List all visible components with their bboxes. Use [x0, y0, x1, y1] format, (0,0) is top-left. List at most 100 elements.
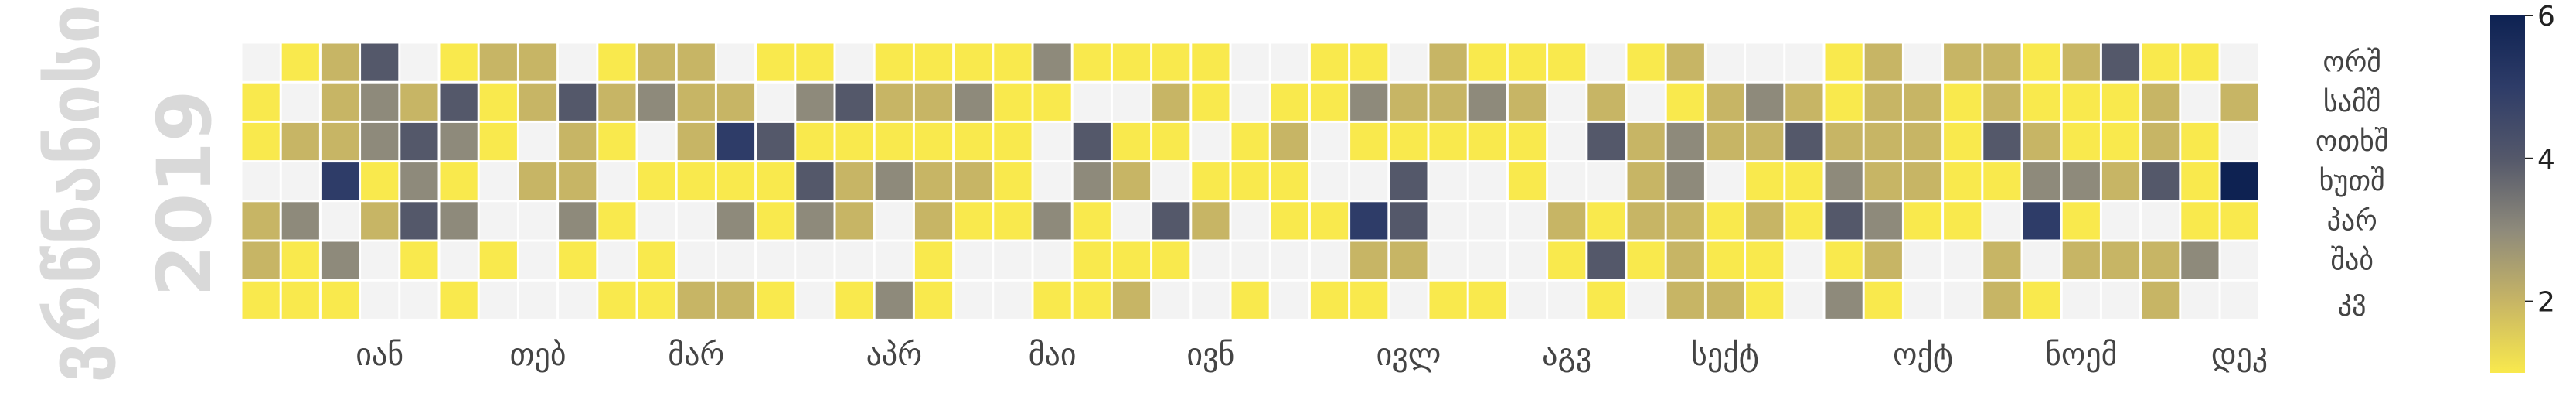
heatmap-cell: [914, 202, 953, 240]
heatmap-cell: [1864, 281, 1902, 319]
heatmap-cell: [559, 241, 597, 279]
heatmap-cell: [835, 122, 873, 161]
heatmap-cell: [2101, 83, 2140, 121]
heatmap-cell: [1231, 162, 1269, 200]
heatmap-cells: [242, 43, 2258, 319]
heatmap-cell: [1112, 162, 1151, 200]
heatmap-cell: [1785, 162, 1823, 200]
heatmap-cell: [1627, 281, 1665, 319]
heatmap-cell: [716, 83, 755, 121]
heatmap-cell: [1073, 83, 1111, 121]
heatmap-cell: [1666, 43, 1704, 81]
heatmap-cell: [2220, 281, 2258, 319]
heatmap-cell: [1231, 83, 1269, 121]
heatmap-cell: [242, 202, 280, 240]
heatmap-cell: [1310, 202, 1349, 240]
heatmap-cell: [2062, 162, 2100, 200]
heatmap-cell: [796, 241, 834, 279]
heatmap-cell: [559, 83, 597, 121]
heatmap-cell: [1390, 122, 1428, 161]
heatmap-cell: [796, 122, 834, 161]
heatmap-cell: [1271, 122, 1308, 161]
heatmap-cell: [519, 202, 557, 240]
weekday-label: სამშ: [2323, 87, 2381, 118]
heatmap-cell: [1587, 43, 1625, 81]
heatmap-cell: [361, 202, 399, 240]
heatmap-cell: [281, 122, 319, 161]
heatmap-cell: [1825, 202, 1863, 240]
heatmap-cell: [638, 281, 675, 319]
heatmap-cell: [1192, 83, 1230, 121]
heatmap-cell: [1548, 162, 1586, 200]
heatmap-cell: [559, 43, 597, 81]
heatmap-cell: [2181, 122, 2219, 161]
heatmap-cell: [716, 202, 755, 240]
heatmap-cell: [2181, 83, 2219, 121]
heatmap-cell: [361, 83, 399, 121]
heatmap-cell: [1152, 281, 1190, 319]
heatmap-cell: [1231, 122, 1269, 161]
heatmap-cell: [1073, 162, 1111, 200]
heatmap-cell: [716, 162, 755, 200]
heatmap-cell: [1706, 122, 1744, 161]
heatmap-cell: [2023, 122, 2060, 161]
heatmap-cell: [281, 281, 319, 319]
heatmap-cell: [1864, 43, 1902, 81]
heatmap-cell: [994, 162, 1032, 200]
heatmap-cell: [757, 202, 795, 240]
heatmap-cell: [1271, 241, 1308, 279]
heatmap-cell: [440, 162, 478, 200]
heatmap-cell: [1271, 83, 1308, 121]
heatmap-cell: [955, 43, 992, 81]
heatmap-cell: [1390, 281, 1428, 319]
heatmap-cell: [1508, 83, 1547, 121]
heatmap-cell: [2181, 281, 2219, 319]
heatmap-cell: [1983, 241, 2021, 279]
heatmap-cell: [479, 43, 517, 81]
heatmap-cell: [1944, 43, 1982, 81]
heatmap-cell: [1468, 241, 1506, 279]
heatmap-cell: [1310, 162, 1349, 200]
heatmap-cell: [1429, 83, 1467, 121]
heatmap-cell: [1429, 122, 1467, 161]
heatmap-cell: [2062, 83, 2100, 121]
heatmap-cell: [559, 281, 597, 319]
heatmap-cell: [677, 83, 715, 121]
heatmap-cell: [1587, 241, 1625, 279]
heatmap-cell: [1746, 122, 1784, 161]
heatmap-cell: [677, 281, 715, 319]
heatmap-cell: [638, 162, 675, 200]
heatmap-cell: [1033, 122, 1071, 161]
heatmap-cell: [1746, 281, 1784, 319]
heatmap-cell: [2220, 43, 2258, 81]
weekday-labels: ორშ სამშ ოთხშ ხუთშ პარ შაბ კვ: [2316, 47, 2389, 316]
heatmap-cell: [1192, 241, 1230, 279]
heatmap-cell: [875, 43, 913, 81]
heatmap-cell: [598, 281, 636, 319]
heatmap-cell: [479, 241, 517, 279]
heatmap-cell: [1152, 202, 1190, 240]
colorbar-gradient: [2490, 15, 2525, 373]
heatmap-cell: [2142, 43, 2180, 81]
heatmap-cell: [559, 122, 597, 161]
heatmap-cell: [361, 162, 399, 200]
heatmap-cell: [1192, 43, 1230, 81]
heatmap-cell: [1944, 122, 1982, 161]
heatmap-cell: [875, 241, 913, 279]
heatmap-cell: [638, 241, 675, 279]
heatmap-cell: [1627, 83, 1665, 121]
heatmap-cell: [1350, 281, 1388, 319]
heatmap-cell: [638, 83, 675, 121]
heatmap-cell: [1548, 122, 1586, 161]
colorbar-tick-label: 2: [2537, 287, 2555, 319]
heatmap-cell: [1825, 122, 1863, 161]
heatmap-cell: [1310, 122, 1349, 161]
heatmap-cell: [1271, 281, 1308, 319]
month-label: მაი: [1029, 337, 1077, 373]
heatmap-cell: [440, 43, 478, 81]
heatmap-cell: [519, 43, 557, 81]
heatmap-cell: [716, 241, 755, 279]
heatmap-cell: [361, 241, 399, 279]
heatmap-cell: [716, 122, 755, 161]
heatmap-cell: [1785, 83, 1823, 121]
